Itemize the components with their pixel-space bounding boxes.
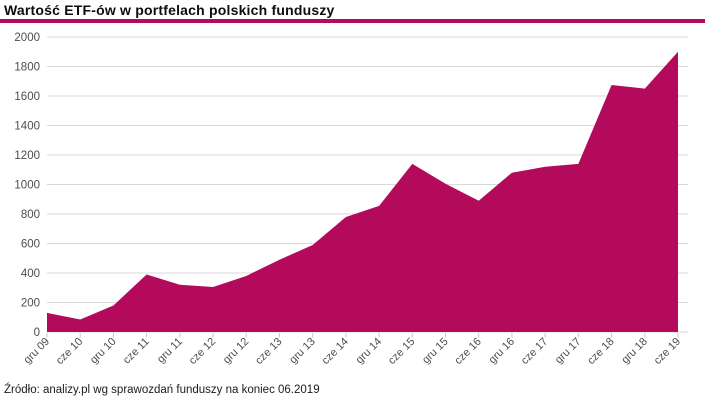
x-axis-label: gru 10 — [88, 336, 119, 367]
x-axis-label: cze 13 — [253, 336, 284, 367]
x-axis-label: gru 15 — [420, 336, 451, 367]
y-axis-label: 600 — [21, 239, 40, 251]
y-axis-label: 0 — [34, 327, 40, 339]
y-axis-label: 2000 — [14, 32, 40, 44]
x-axis-label: gru 16 — [487, 336, 518, 367]
x-axis-label: cze 10 — [54, 336, 85, 367]
x-axis-label: gru 13 — [287, 336, 318, 367]
x-axis-label: cze 17 — [519, 336, 550, 367]
source-note: Źródło: analizy.pl wg sprawozdań fundusz… — [4, 384, 320, 396]
y-axis-label: 1000 — [14, 180, 40, 192]
y-axis-label: 1600 — [14, 91, 40, 103]
chart-title: Wartość ETF-ów w portfelach polskich fun… — [4, 2, 335, 18]
x-axis-label: cze 14 — [320, 336, 351, 367]
y-axis-label: 1800 — [14, 62, 40, 74]
x-axis-label: cze 16 — [452, 336, 483, 367]
x-axis-label: cze 11 — [121, 336, 152, 367]
x-axis-label: gru 09 — [22, 336, 53, 367]
y-axis-label: 1200 — [14, 150, 40, 162]
x-axis-label: cze 18 — [585, 336, 616, 367]
x-axis-label: cze 15 — [386, 336, 417, 367]
x-axis-label: gru 12 — [221, 336, 252, 367]
x-axis-label: gru 14 — [354, 336, 385, 367]
x-axis-label: cze 12 — [187, 336, 218, 367]
y-axis-label: 200 — [21, 298, 40, 310]
y-axis-label: 400 — [21, 268, 40, 280]
x-axis-label: gru 18 — [619, 336, 650, 367]
y-axis-label: 1400 — [14, 121, 40, 133]
x-axis-label: gru 17 — [553, 336, 584, 367]
x-axis-label: cze 19 — [652, 336, 683, 367]
area-series — [47, 51, 678, 332]
title-underline — [0, 19, 705, 23]
y-axis-label: 800 — [21, 209, 40, 221]
x-axis-label: gru 11 — [155, 336, 185, 366]
